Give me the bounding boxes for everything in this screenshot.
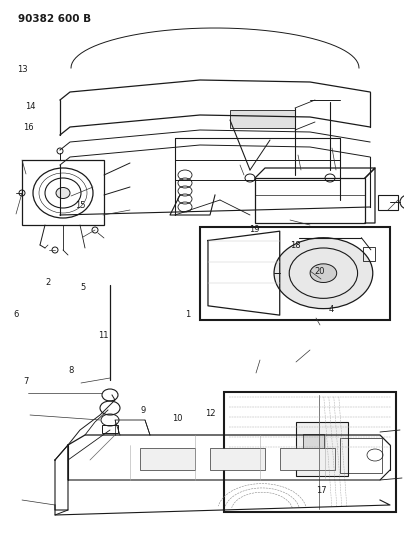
- Text: 2: 2: [46, 278, 51, 287]
- Ellipse shape: [56, 188, 70, 198]
- Ellipse shape: [310, 264, 337, 282]
- Text: 13: 13: [17, 65, 27, 74]
- Text: 10: 10: [173, 414, 183, 423]
- Text: 90382 600 B: 90382 600 B: [18, 14, 91, 24]
- Bar: [210, 448, 265, 470]
- Text: 4: 4: [329, 305, 334, 313]
- Text: 19: 19: [249, 225, 260, 233]
- Text: 18: 18: [290, 241, 300, 249]
- Bar: [140, 448, 195, 470]
- Text: 8: 8: [68, 366, 74, 375]
- Bar: [200, 227, 390, 320]
- Text: 14: 14: [25, 102, 36, 111]
- Text: 1: 1: [185, 310, 190, 319]
- Text: 15: 15: [76, 201, 86, 209]
- Bar: [230, 110, 295, 128]
- Bar: [340, 438, 382, 473]
- Text: 16: 16: [23, 124, 34, 132]
- Bar: [22, 160, 104, 225]
- Ellipse shape: [274, 238, 373, 309]
- Bar: [102, 425, 118, 433]
- Text: 9: 9: [141, 406, 146, 415]
- Bar: [297, 422, 348, 475]
- Bar: [224, 392, 396, 512]
- Text: 11: 11: [98, 332, 108, 340]
- Text: 5: 5: [80, 284, 85, 292]
- Text: 6: 6: [13, 310, 19, 319]
- Bar: [378, 195, 398, 210]
- Text: 20: 20: [314, 268, 324, 276]
- Text: 7: 7: [23, 377, 29, 385]
- Text: 17: 17: [316, 486, 326, 495]
- Text: 12: 12: [205, 409, 215, 417]
- Bar: [280, 448, 335, 470]
- Bar: [303, 434, 324, 458]
- Bar: [255, 178, 365, 223]
- Bar: [363, 247, 375, 261]
